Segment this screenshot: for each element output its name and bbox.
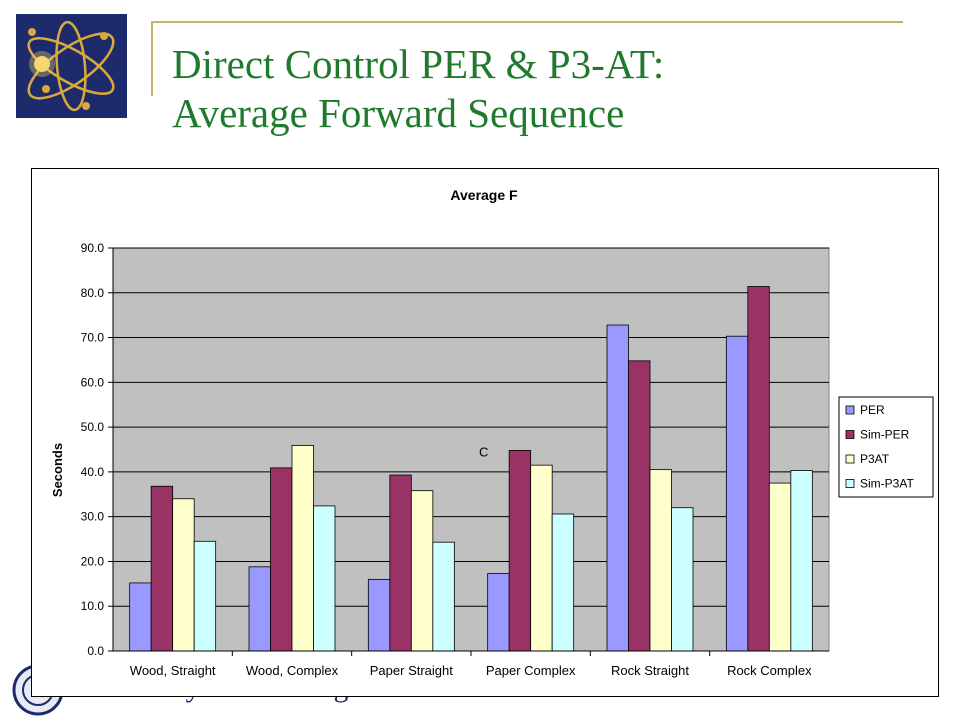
bar-per	[487, 573, 510, 652]
plot-background	[112, 247, 830, 652]
bar-sim-p3at	[551, 513, 575, 652]
bar-sim-per	[389, 474, 412, 652]
legend-label: Sim-P3AT	[860, 477, 914, 491]
bar-p3at	[649, 469, 672, 652]
y-tick-label: 50.0	[81, 420, 105, 434]
y-tick-label: 10.0	[81, 599, 105, 613]
bar-p3at	[768, 482, 792, 652]
legend: PER Sim-PER P3AT Sim-P3AT	[838, 396, 934, 498]
bar-sim-per	[150, 485, 174, 652]
x-axis-ticks: Wood, Straight Wood, Complex Paper Straigh…	[130, 651, 812, 678]
chart-title: Average F	[450, 187, 518, 203]
title-rule-left	[151, 21, 153, 96]
bar-per	[367, 578, 391, 652]
bar-sim-per	[628, 360, 651, 652]
bar-sim-per	[508, 449, 532, 652]
legend-label: PER	[860, 403, 885, 417]
slide-title-line2: Average Forward Sequence	[172, 90, 625, 136]
x-tick-label: Paper Complex	[486, 663, 576, 678]
atom-logo	[16, 14, 127, 118]
bar-p3at	[291, 445, 314, 652]
y-tick-label: 20.0	[81, 554, 105, 568]
x-tick-label: Wood, Straight	[130, 663, 216, 678]
y-tick-label: 70.0	[81, 331, 105, 345]
legend-label: Sim-PER	[860, 428, 910, 442]
y-tick-label: 80.0	[81, 286, 105, 300]
bar-sim-per	[270, 467, 293, 652]
bar-per	[606, 324, 629, 652]
y-tick-label: 90.0	[81, 241, 105, 255]
bar-chart: Average F 0.0 10.0 20.0 30.0 40.0 50.0 60.0 70.…	[50, 187, 934, 678]
title-rule-top	[151, 21, 903, 23]
chart-frame: Average F 0.0 10.0 20.0 30.0 40.0 50.0 60.0 70.…	[31, 168, 939, 697]
slide-title-line1: Direct Control PER & P3-AT:	[172, 41, 665, 87]
legend-swatch	[845, 405, 855, 415]
bar-p3at	[410, 490, 434, 652]
x-tick-label: Wood, Complex	[246, 663, 339, 678]
bar-sim-per	[747, 286, 770, 652]
bar-sim-p3at	[193, 540, 217, 652]
y-tick-label: 30.0	[81, 510, 105, 524]
y-axis-ticks: 0.0 10.0 20.0 30.0 40.0 50.0 60.0 70.0 80.0 90.0	[81, 241, 829, 658]
bars	[129, 286, 813, 652]
slide-title: Direct Control PER & P3-AT: Average Forw…	[172, 40, 912, 138]
bar-sim-p3at	[313, 505, 336, 652]
plot-area	[112, 247, 830, 652]
bar-p3at	[172, 498, 195, 652]
x-tick-label: Rock Straight	[611, 663, 689, 678]
bar-sim-p3at	[790, 470, 813, 652]
y-tick-label: 60.0	[81, 375, 105, 389]
legend-swatch	[845, 479, 855, 488]
bar-sim-p3at	[432, 541, 455, 652]
x-tick-label: Paper Straight	[370, 663, 453, 678]
y-axis-label: Seconds	[50, 443, 65, 497]
bar-per	[248, 566, 271, 652]
legend-label: P3AT	[860, 452, 890, 466]
y-tick-label: 0.0	[87, 644, 104, 658]
bar-p3at	[530, 464, 553, 652]
bar-per	[725, 335, 749, 652]
legend-swatch	[845, 454, 855, 464]
x-tick-label: Rock Complex	[727, 663, 812, 678]
y-tick-label: 40.0	[81, 465, 105, 479]
bar-per	[129, 582, 152, 652]
bar-sim-p3at	[671, 507, 694, 652]
legend-swatch	[845, 430, 855, 439]
annotations: C	[479, 445, 488, 460]
legend-box	[838, 396, 934, 498]
chart-annotation: C	[479, 445, 488, 460]
